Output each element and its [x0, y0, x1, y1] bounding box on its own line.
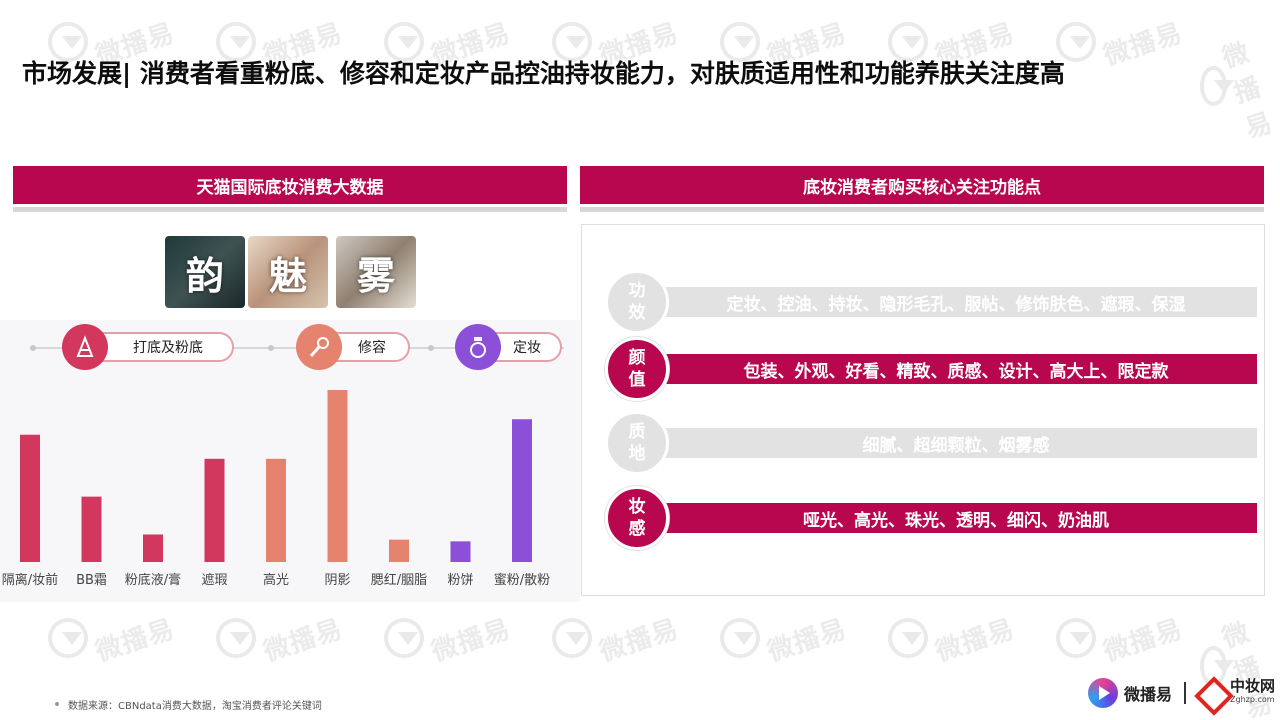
- feature-tag-line: 妆: [628, 497, 646, 517]
- photo-char: 魅: [268, 252, 307, 298]
- watermark: 微播易: [384, 614, 514, 667]
- photo-char: 雾: [356, 252, 395, 298]
- x-tick-label: 粉底液/膏: [125, 572, 181, 588]
- feature-tag-line: 感: [628, 519, 646, 539]
- feature-row-efficacy: 定妆、控油、持妆、隐形毛孔、服帖、修饰肤色、遮瑕、保湿 功效: [605, 270, 1257, 334]
- watermark-logo-icon: [48, 618, 88, 658]
- watermark-text: 微播易: [932, 613, 1019, 668]
- foundation-icon-glyph: [76, 335, 94, 357]
- watermark: 微播易: [888, 614, 1018, 667]
- feature-tag-line: 颜: [628, 348, 646, 368]
- category-dot: [30, 345, 36, 351]
- product-photo: 韵: [165, 236, 245, 308]
- weiboyi-logo-icon: [1088, 678, 1118, 708]
- bar-4: [204, 458, 225, 562]
- watermark-logo-icon: [216, 618, 256, 658]
- feature-tag: 质地: [605, 411, 669, 475]
- x-tick-label: 粉饼: [447, 573, 473, 588]
- x-tick-label: 蜜粉/散粉: [494, 573, 550, 588]
- x-tick-label: BB霜: [76, 573, 107, 588]
- bar-3: [143, 534, 163, 562]
- brand-divider: [1184, 682, 1187, 704]
- feature-bar: 哑光、高光、珠光、透明、细闪、奶油肌: [655, 503, 1257, 533]
- category-dot: [268, 345, 274, 351]
- watermark-text: 微播易: [764, 613, 851, 668]
- bar-6: [327, 390, 348, 562]
- partner-name: 中妆网: [1230, 677, 1276, 695]
- right-panel-banner: 底妆消费者购买核心关注功能点: [580, 166, 1264, 212]
- brand-name: 微播易: [1124, 685, 1173, 704]
- page-title: 市场发展| 消费者看重粉底、修容和定妆产品控油持妆能力，对肤质适用性和功能养肤关…: [22, 59, 1065, 88]
- product-photo: 雾: [336, 236, 416, 308]
- category-label: 打底及粉底: [133, 340, 203, 356]
- category-label: 修容: [358, 340, 386, 356]
- watermark-logo-icon: [384, 618, 424, 658]
- feature-bar: 定妆、控油、持妆、隐形毛孔、服帖、修饰肤色、遮瑕、保湿: [655, 287, 1257, 317]
- watermark: 微播易: [720, 614, 850, 667]
- watermark-logo-icon: [720, 618, 760, 658]
- photo-char: 韵: [185, 252, 224, 298]
- powder-compact-icon-glyph: [470, 337, 486, 358]
- left-panel-banner: 天猫国际底妆消费大数据: [13, 166, 567, 212]
- category-dot: [428, 345, 434, 351]
- watermark-text: 微播易: [1100, 17, 1187, 72]
- feature-tag: 功效: [605, 270, 669, 334]
- bar-7: [389, 539, 409, 562]
- feature-tag: 颜值: [605, 337, 669, 401]
- powder-compact-icon: [455, 324, 501, 370]
- feature-row-texture: 细腻、超细颗粒、烟雾感 质地: [605, 411, 1257, 475]
- x-tick-label: 阴影: [324, 573, 350, 588]
- feature-tag-line: 效: [628, 303, 646, 323]
- watermark-logo-icon: [1056, 618, 1096, 658]
- brand-footer: 微播易 中妆网 Zghzp.com: [1088, 678, 1275, 708]
- source-bullet: [55, 702, 59, 706]
- foundation-icon: [62, 324, 108, 370]
- source-note: 数据来源：CBNdata消费大数据，淘宝消费者评论关键词: [68, 701, 322, 712]
- watermark: 微播易: [216, 614, 346, 667]
- feature-bar: 包装、外观、好看、精致、质感、设计、高大上、限定款: [655, 354, 1257, 384]
- feature-row-appearance: 包装、外观、好看、精致、质感、设计、高大上、限定款 颜值: [605, 337, 1257, 401]
- watermark-logo-icon: [1200, 65, 1234, 106]
- bar-chart: 隔离/妆前 BB霜 粉底液/膏 遮瑕 高光 阴影 腮红/胭脂 粉饼 蜜粉/散粉: [2, 390, 550, 588]
- watermark: 微播易: [1056, 614, 1186, 667]
- watermark-text: 微播易: [596, 613, 683, 668]
- feature-tag: 妆感: [605, 486, 669, 550]
- feature-row-finish: 哑光、高光、珠光、透明、细闪、奶油肌 妆感: [605, 486, 1257, 550]
- bar-8: [450, 541, 471, 562]
- product-photo: 魅: [248, 236, 328, 308]
- watermark: 微播易: [552, 614, 682, 667]
- bar-1: [20, 434, 40, 562]
- watermark-text: 微播易: [1218, 37, 1277, 145]
- contour-brush-icon-glyph: [309, 337, 329, 357]
- feature-box: [581, 224, 1265, 596]
- zhongzhuang-logo-icon: [1198, 680, 1224, 706]
- category-label: 定妆: [513, 340, 541, 356]
- feature-tag-line: 功: [628, 281, 646, 301]
- bar-9: [512, 419, 532, 562]
- watermark: 微播易: [48, 614, 178, 667]
- x-tick-label: 高光: [263, 572, 289, 588]
- watermark: 微播易: [1056, 18, 1186, 71]
- contour-brush-icon: [296, 324, 342, 370]
- x-tick-label: 隔离/妆前: [2, 572, 58, 588]
- feature-tag-line: 地: [628, 444, 646, 464]
- bar-5: [266, 458, 286, 562]
- x-tick-label: 腮红/胭脂: [371, 572, 427, 588]
- partner-brand: 中妆网 Zghzp.com: [1230, 677, 1276, 706]
- partner-url: Zghzp.com: [1230, 695, 1275, 704]
- watermark-logo-icon: [888, 618, 928, 658]
- watermark-text: 微播易: [1100, 613, 1187, 668]
- watermark-text: 微播易: [428, 613, 515, 668]
- feature-tag-line: 值: [628, 370, 646, 390]
- x-tick-label: 遮瑕: [201, 572, 227, 588]
- bar-2: [81, 496, 102, 562]
- watermark: 微播易: [1200, 30, 1280, 145]
- watermark-logo-icon: [552, 618, 592, 658]
- feature-bar: 细腻、超细颗粒、烟雾感: [655, 428, 1257, 458]
- feature-tag-line: 质: [628, 422, 646, 442]
- product-photos: 韵 魅 雾: [165, 236, 417, 308]
- category-pill-foundation: 打底及粉底: [88, 332, 234, 362]
- watermark-text: 微播易: [260, 613, 347, 668]
- watermark-text: 微播易: [92, 613, 179, 668]
